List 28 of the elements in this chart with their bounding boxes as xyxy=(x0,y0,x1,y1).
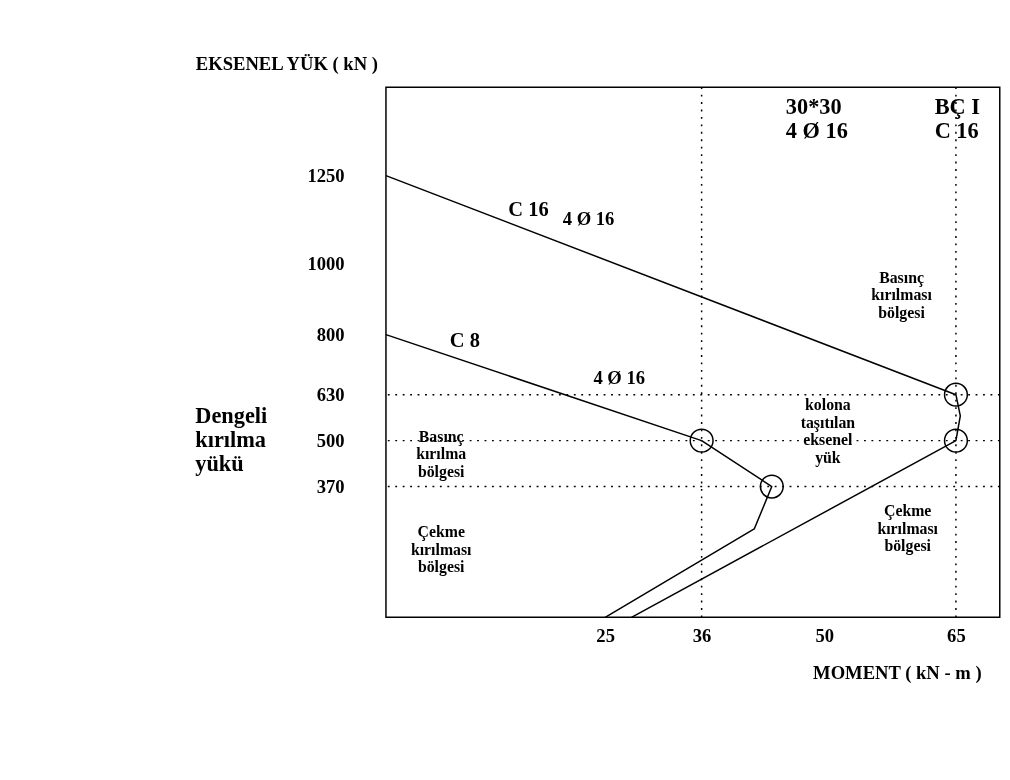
y-tick-label: 1250 xyxy=(307,164,345,186)
annotation: Çekme kırılması bölgesi xyxy=(877,501,939,556)
annotation: Basınç kırılması bölgesi xyxy=(871,268,933,323)
y-tick-label: 630 xyxy=(316,383,345,405)
x-tick-label: 36 xyxy=(692,624,712,646)
y-tick-label: 800 xyxy=(316,323,345,345)
text: Dengeli kırılma yükü xyxy=(195,402,268,477)
annotation: Basınç kırılma bölgesi xyxy=(416,427,467,482)
point xyxy=(943,428,969,453)
x-tick-label: 65 xyxy=(947,624,966,646)
annotation: BÇ I C 16 xyxy=(934,94,980,144)
annotation: kolona taşıtılan eksenel yük xyxy=(800,395,856,467)
y-tick-label: 500 xyxy=(316,429,345,451)
y-tick-label: 370 xyxy=(316,475,345,497)
annotation: 30*30 4 Ø 16 xyxy=(785,94,848,144)
series-label: C 16 xyxy=(508,198,549,221)
annotation: Çekme kırılması bölgesi xyxy=(410,523,473,577)
annotation: 4 Ø 16 xyxy=(562,208,615,230)
y-axis-title: EKSENEL YÜK ( kN ) xyxy=(195,53,378,76)
point xyxy=(943,382,969,407)
point xyxy=(759,474,784,499)
annotation: 4 Ø 16 xyxy=(593,367,646,389)
series-label: C 8 xyxy=(449,329,480,352)
point xyxy=(689,428,714,453)
x-tick-label: 25 xyxy=(596,624,615,646)
x-tick-label: 50 xyxy=(815,624,835,646)
y-tick-label: 1000 xyxy=(307,252,345,274)
x-axis-title: MOMENT ( kN - m ) xyxy=(813,662,982,685)
